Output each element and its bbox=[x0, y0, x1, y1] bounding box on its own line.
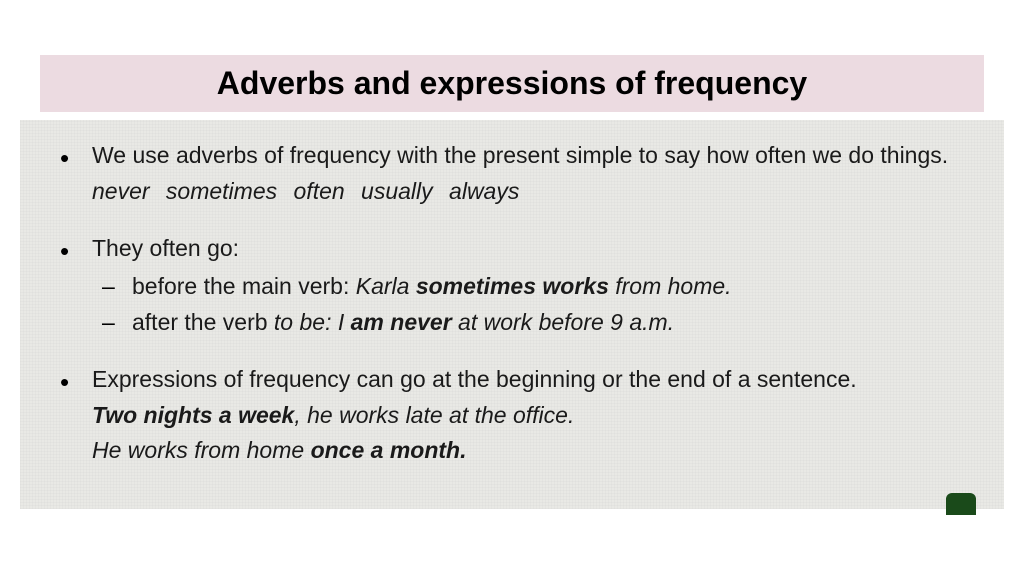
bullet3-ex1-bold: Two nights a week bbox=[92, 402, 294, 428]
sub-list: before the main verb: Karla sometimes wo… bbox=[92, 269, 974, 340]
sub1-ex-bold: sometimes works bbox=[416, 273, 609, 299]
sub2-pre: after the verb bbox=[132, 309, 274, 335]
bullet3-ex2-bold: once a month. bbox=[311, 437, 467, 463]
title-bar: Adverbs and expressions of frequency bbox=[40, 55, 984, 112]
bullet3-line1: Expressions of frequency can go at the b… bbox=[92, 366, 857, 392]
sub2-ex-bold: am never bbox=[351, 309, 452, 335]
bullet-item-2: They often go: before the main verb: Kar… bbox=[50, 231, 974, 340]
bullet3-ex2-pre: He works from home bbox=[92, 437, 311, 463]
sub1-ex-pre: Karla bbox=[356, 273, 416, 299]
corner-icon bbox=[946, 493, 976, 515]
bullet3-ex1-post: , he works late at the office. bbox=[294, 402, 574, 428]
page-title: Adverbs and expressions of frequency bbox=[40, 65, 984, 102]
bullet1-adverbs: never sometimes often usually always bbox=[92, 178, 519, 204]
sub1-ex-post: from home. bbox=[609, 273, 732, 299]
bullet-item-3: Expressions of frequency can go at the b… bbox=[50, 362, 974, 469]
sub2-ex-post: at work before 9 a.m. bbox=[452, 309, 674, 335]
content-panel: We use adverbs of frequency with the pre… bbox=[20, 120, 1004, 509]
sub2-tobe: to be: I bbox=[274, 309, 351, 335]
bullet-list: We use adverbs of frequency with the pre… bbox=[50, 138, 974, 469]
sub-item-2: after the verb to be: I am never at work… bbox=[92, 305, 974, 341]
sub1-pre: before the main verb: bbox=[132, 273, 356, 299]
bullet2-intro: They often go: bbox=[92, 235, 239, 261]
bullet-item-1: We use adverbs of frequency with the pre… bbox=[50, 138, 974, 209]
sub-item-1: before the main verb: Karla sometimes wo… bbox=[92, 269, 974, 305]
bullet1-line1: We use adverbs of frequency with the pre… bbox=[92, 142, 948, 168]
